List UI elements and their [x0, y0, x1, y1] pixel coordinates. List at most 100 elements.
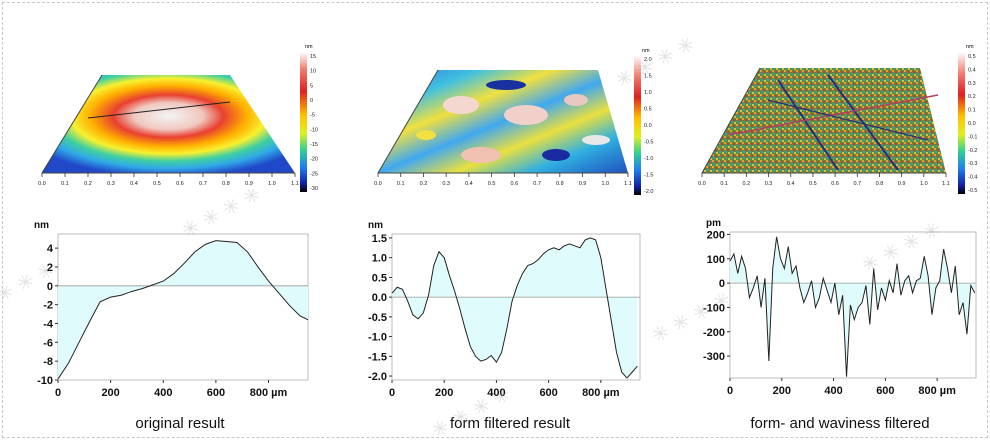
color-scale-bar [958, 52, 965, 194]
surface-axis-tick-label: 0.8 [222, 181, 230, 187]
y-tick-label: -2 [43, 300, 53, 312]
x-tick-label: 0 [389, 387, 395, 399]
profile-area-fill [730, 236, 975, 377]
x-tick-label: 200 [773, 385, 791, 397]
x-tick-label: 0 [55, 387, 61, 399]
surface-axis-tick-label: 0.5 [153, 181, 161, 187]
x-tick-label: 400 [154, 387, 172, 399]
y-tick-label: -300 [703, 351, 725, 363]
color-scale-tick-label: 0.1 [968, 108, 976, 114]
caption-original: original result [135, 415, 225, 432]
color-scale-ticks: 15 10 5 0 -5 -10 -15 -20 -25 -30 [310, 54, 318, 192]
caption-waviness-filtered: form- and waviness filtered [750, 415, 930, 432]
color-scale-bar [300, 52, 307, 192]
surface-axis-tick-label: 1.0 [920, 181, 928, 187]
surface-axis-tick-label: 0.3 [765, 181, 773, 187]
surface-plane [702, 68, 946, 173]
y-unit-label: nm [368, 220, 383, 231]
surface-axis-tick-label: 1.1 [624, 181, 632, 187]
y-tick-label: -10 [37, 375, 53, 387]
y-tick-label: -6 [43, 337, 53, 349]
y-tick-label: 1.0 [372, 253, 387, 265]
profile-chart-form-filtered: 1.5 1.0 0.5 0.0 -0.5 -1.0 -1.5 -2.0 0 200 400 600 80… [358, 214, 648, 410]
x-tick-label: 600 [876, 385, 894, 397]
scale-unit: nm [966, 44, 974, 50]
y-tick-label: -0.5 [368, 312, 387, 324]
color-scale-tick-label: 0 [310, 98, 313, 104]
surface-3d-original: 0.0 0.1 0.2 0.3 0.4 0.5 0.6 0.7 0.8 0.9 1.0 1.1 nm … [38, 44, 318, 192]
plot-area [391, 233, 641, 381]
x-tick-label: 800 µm [582, 387, 620, 399]
surface-axis-ticks: 0.0 0.1 0.2 0.3 0.4 0.5 0.6 0.7 0.8 0.9 1.0 1.1 [374, 173, 632, 187]
surface-axis-tick-label: 0.9 [579, 181, 587, 187]
surface-render-form-filtered: 0.0 0.1 0.2 0.3 0.4 0.5 0.6 0.7 0.8 0.9 1.0 1.1 nm … [366, 40, 666, 215]
y-tick-label: 1.5 [372, 233, 387, 245]
surface-axis-tick-label: 0.3 [442, 181, 450, 187]
x-tick-label: 600 [207, 387, 225, 399]
profile-line [729, 236, 976, 377]
color-scale-tick-label: -15 [310, 142, 318, 148]
y-tick-label: -200 [703, 327, 725, 339]
color-scale-bar [634, 55, 641, 195]
surface-axis-tick-label: 1.0 [268, 181, 276, 187]
color-scale-tick-label: 1.5 [644, 74, 652, 80]
surface-axis-tick-label: 0.5 [809, 181, 817, 187]
y-tick-label: -4 [43, 318, 54, 330]
surface-axis-tick-label: 0.2 [420, 181, 428, 187]
color-scale-tick-label: -0.5 [644, 140, 653, 146]
profile-line [57, 240, 309, 380]
color-scale-tick-label: -10 [310, 127, 318, 133]
y-tick-label: -2.0 [368, 371, 387, 383]
color-scale-tick-label: 0.2 [968, 94, 976, 100]
x-tick-label: 400 [824, 385, 842, 397]
profile-chart-waviness-filtered: 200 100 0 -100 -200 -300 0 200 400 600 800 µm pm [694, 212, 984, 410]
y-tick-label: 0 [47, 281, 53, 293]
surface-axis-tick-label: 1.1 [291, 181, 299, 187]
y-tick-label: -8 [43, 356, 53, 368]
x-tick-label: 0 [727, 385, 733, 397]
y-tick-label: 100 [707, 254, 725, 266]
surface-plane [378, 70, 628, 173]
color-scale-tick-label: -1.5 [644, 173, 653, 179]
surface-axis-tick-label: 0.0 [38, 181, 46, 187]
y-unit-label: nm [34, 220, 49, 231]
surface-plane [42, 75, 295, 173]
y-unit-label: pm [706, 218, 721, 229]
surface-axis-tick-label: 0.4 [787, 181, 795, 187]
surface-axis-tick-label: 0.1 [720, 181, 728, 187]
y-tick-label: 0 [719, 278, 725, 290]
surface-axis-tick-label: 1.0 [601, 181, 609, 187]
surface-axis-tick-label: 0.6 [511, 181, 519, 187]
color-scale-tick-label: -2.0 [644, 189, 653, 195]
color-scale-tick-label: 1.0 [644, 90, 652, 96]
plot-area [57, 233, 309, 381]
caption-form-filtered: form filtered result [449, 415, 571, 432]
y-tick-label: -100 [703, 302, 725, 314]
surface-axis-tick-label: 0.7 [853, 181, 861, 187]
surface-axis-tick-label: 0.2 [743, 181, 751, 187]
color-scale-tick-label: 10 [310, 69, 316, 75]
profile-area-fill [58, 240, 308, 380]
surface-3d-waviness-filtered: 0.0 0.1 0.2 0.3 0.4 0.5 0.6 0.7 0.8 0.9 1.0 1.1 nm … [698, 44, 977, 194]
color-scale-tick-label: 2.0 [644, 57, 652, 63]
x-tick-label: 800 µm [918, 385, 956, 397]
y-tick-label: -1.5 [368, 351, 387, 363]
profile-chart-svg: 1.5 1.0 0.5 0.0 -0.5 -1.0 -1.5 -2.00 200 400 600 80… [368, 220, 641, 399]
surface-axis-tick-label: 0.1 [397, 181, 405, 187]
surface-axis-ticks: 0.0 0.1 0.2 0.3 0.4 0.5 0.6 0.7 0.8 0.9 1.0 1.1 [38, 173, 299, 187]
surface-render-waviness-filtered: 0.0 0.1 0.2 0.3 0.4 0.5 0.6 0.7 0.8 0.9 1.0 1.1 nm … [688, 40, 988, 215]
profile-line [391, 237, 638, 379]
color-scale-tick-label: -0.1 [968, 134, 977, 140]
color-scale-tick-label: 0.3 [968, 81, 976, 87]
surface-axis-tick-label: 0.9 [245, 181, 253, 187]
color-scale-tick-label: 0.5 [968, 54, 976, 60]
y-tick-label: 2 [47, 262, 53, 274]
y-tick-label: -1.0 [368, 332, 387, 344]
scale-unit: nm [305, 44, 313, 50]
color-scale-tick-label: -1.0 [644, 156, 653, 162]
color-scale-ticks: 2.0 1.5 1.0 0.5 0.0 -0.5 -1.0 -1.5 -2.0 [644, 57, 653, 195]
surface-axis-tick-label: 0.1 [61, 181, 69, 187]
profile-chart-original: 4 2 0 -2 -4 -6 -8 -10 0 200 400 600 800 µm nm [28, 214, 324, 410]
